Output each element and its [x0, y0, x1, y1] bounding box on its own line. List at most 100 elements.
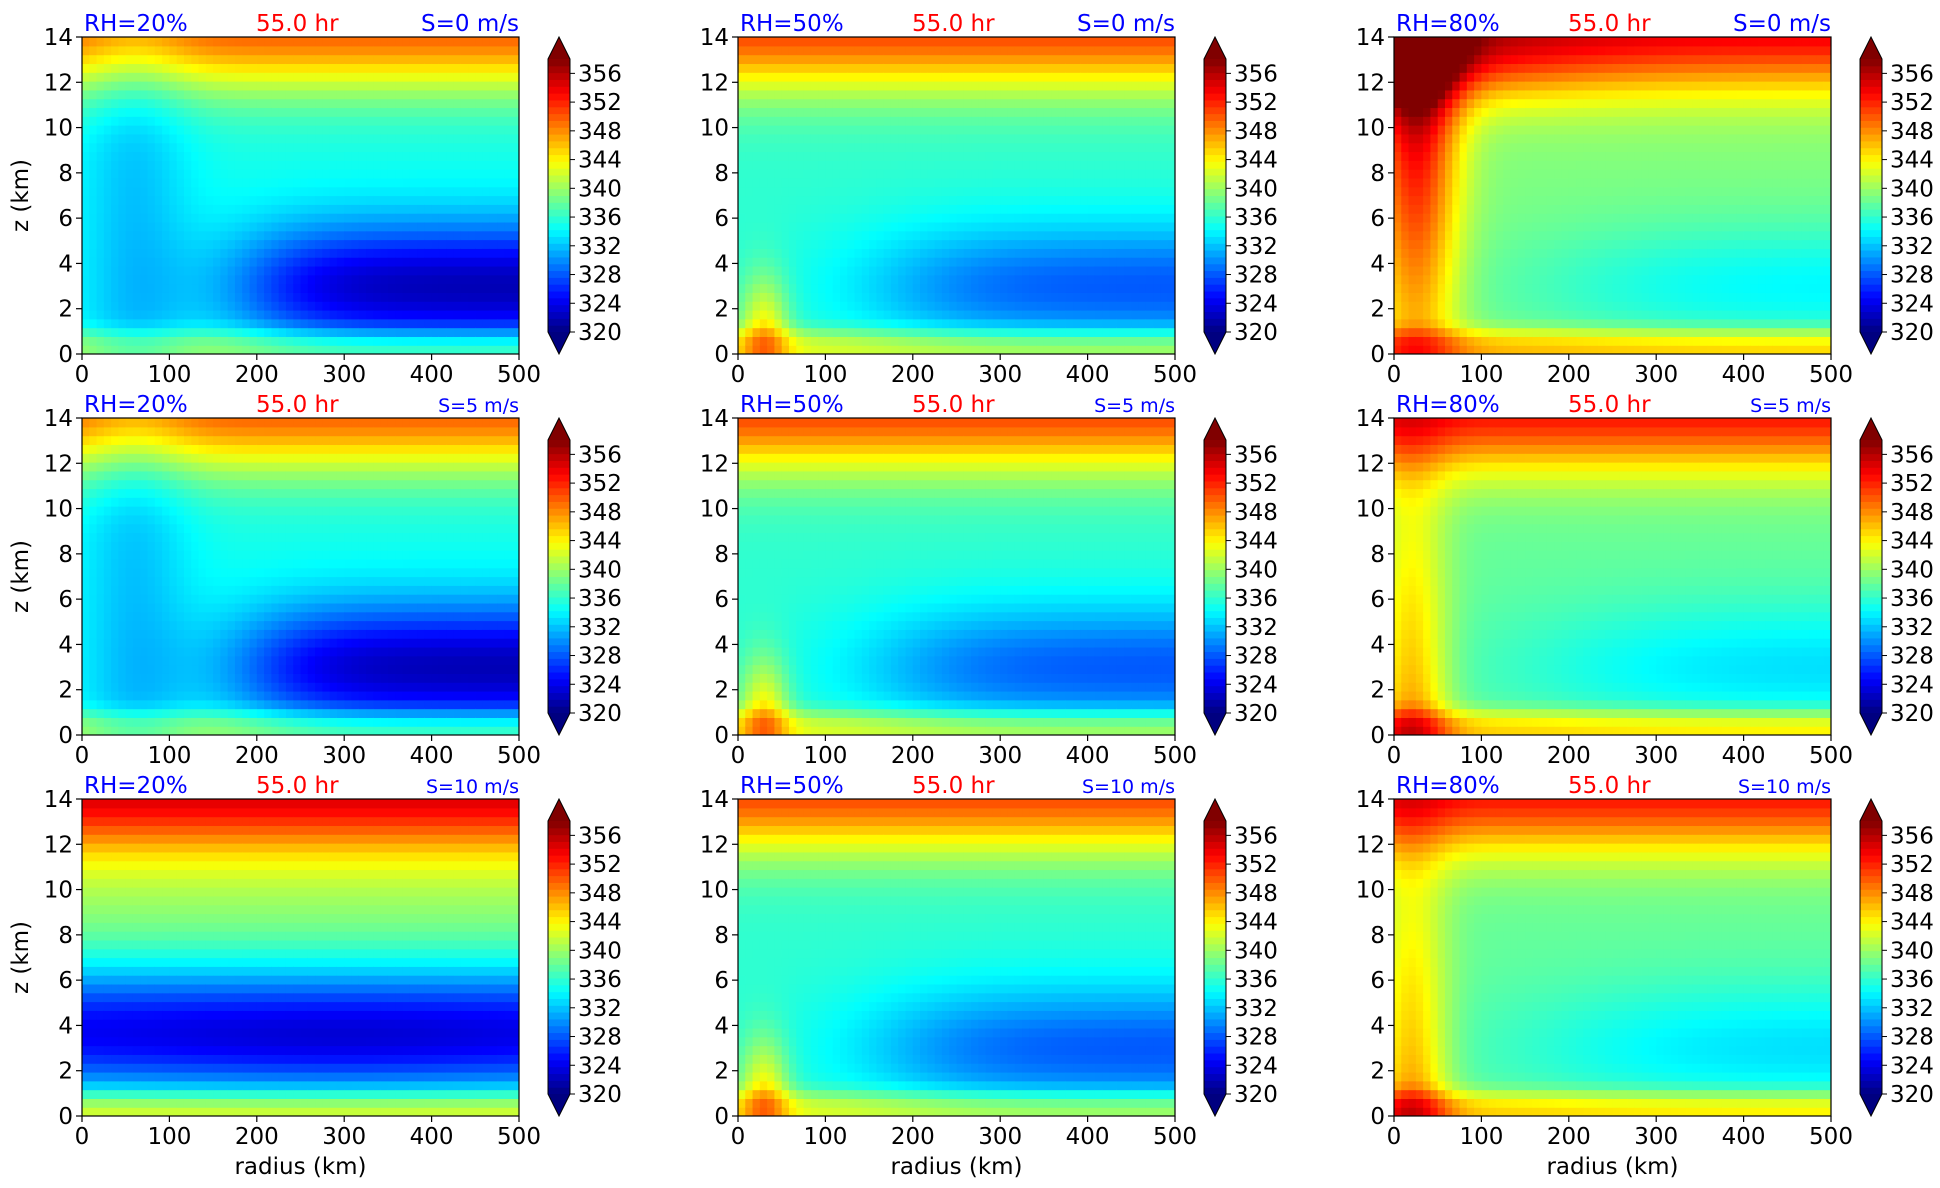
heatmap-cell: [941, 169, 950, 179]
heatmap-cell: [1153, 186, 1162, 197]
heatmap-cell: [198, 318, 207, 329]
heatmap-cell: [825, 318, 834, 329]
y-tick-label: 10: [44, 116, 73, 142]
heatmap-cell: [1474, 327, 1482, 337]
heatmap-cell: [1423, 177, 1432, 188]
heatmap-cell: [366, 116, 374, 126]
heatmap-cell: [1138, 169, 1147, 179]
heatmap-cell: [118, 63, 127, 73]
heatmap-cell: [985, 345, 994, 354]
heatmap-cell: [818, 107, 826, 117]
heatmap-cell: [249, 239, 258, 249]
heatmap-cell: [431, 37, 440, 47]
heatmap-cell: [1109, 230, 1118, 241]
heatmap-cell: [876, 98, 885, 109]
heatmap-cell: [912, 248, 921, 258]
heatmap-cell: [322, 345, 331, 354]
heatmap-cell: [1080, 213, 1089, 223]
heatmap-cell: [774, 309, 783, 320]
heatmap-cell: [1043, 142, 1052, 153]
heatmap-cell: [890, 177, 899, 188]
heatmap-cell: [111, 221, 120, 232]
heatmap-cell: [1131, 195, 1140, 205]
heatmap-cell: [242, 133, 251, 144]
heatmap-cell: [1153, 274, 1162, 285]
heatmap-cell: [1073, 221, 1081, 232]
heatmap-cell: [803, 98, 812, 109]
heatmap-cell: [1437, 265, 1446, 276]
heatmap-cell: [497, 283, 506, 293]
heatmap-cell: [745, 151, 754, 161]
heatmap-cell: [358, 257, 367, 267]
heatmap-cell: [351, 160, 360, 170]
heatmap-cell: [293, 89, 302, 100]
heatmap-cell: [183, 177, 192, 188]
heatmap-cell: [111, 292, 120, 302]
heatmap-cell: [162, 230, 170, 241]
heatmap-cell: [1430, 151, 1439, 161]
heatmap-cell: [963, 142, 972, 153]
heatmap-cell: [898, 221, 907, 232]
heatmap-cell: [329, 213, 338, 223]
heatmap-cell: [1102, 125, 1111, 135]
heatmap-cell: [264, 142, 272, 153]
heatmap-cell: [1058, 230, 1067, 241]
heatmap-cell: [402, 239, 411, 249]
heatmap-cell: [220, 89, 229, 100]
heatmap-cell: [482, 318, 491, 329]
heatmap-cell: [183, 133, 192, 144]
heatmap-cell: [1131, 345, 1140, 354]
heatmap-cell: [154, 301, 163, 311]
heatmap-cell: [1109, 283, 1118, 293]
heatmap-cell: [752, 327, 761, 337]
heatmap-cell: [1452, 177, 1461, 188]
heatmap-cell: [1160, 45, 1169, 56]
heatmap-cell: [1481, 98, 1490, 109]
heatmap-cell: [140, 301, 149, 311]
heatmap-cell: [854, 142, 863, 153]
heatmap-cell: [839, 151, 848, 161]
heatmap-cell: [351, 142, 360, 153]
heatmap-cell: [854, 72, 863, 82]
heatmap-cell: [424, 45, 433, 56]
heatmap-cell: [956, 133, 965, 144]
heatmap-cell: [482, 292, 491, 302]
heatmap-cell: [1007, 230, 1016, 241]
heatmap-cell: [1051, 81, 1060, 91]
heatmap-cell: [1065, 292, 1074, 302]
heatmap-cell: [256, 248, 265, 258]
heatmap-cell: [482, 54, 491, 65]
heatmap-cell: [147, 151, 156, 161]
heatmap-cell: [103, 37, 112, 47]
heatmap-cell: [307, 301, 316, 311]
heatmap-cell: [759, 301, 768, 311]
heatmap-cell: [271, 213, 280, 223]
heatmap-cell: [1109, 265, 1118, 276]
heatmap-cell: [927, 37, 936, 47]
heatmap-cell: [373, 133, 382, 144]
heatmap-cell: [810, 309, 819, 320]
heatmap-cell: [147, 327, 156, 337]
heatmap-cell: [905, 230, 914, 241]
heatmap-cell: [1065, 37, 1074, 47]
heatmap-cell: [796, 318, 805, 329]
heatmap-cell: [373, 125, 382, 135]
heatmap-cell: [234, 318, 243, 329]
heatmap-cell: [300, 63, 309, 73]
heatmap-cell: [285, 107, 294, 117]
heatmap-cell: [387, 336, 396, 346]
heatmap-cell: [1444, 309, 1453, 320]
heatmap-cell: [1138, 327, 1147, 337]
heatmap-cell: [1022, 195, 1030, 205]
heatmap-cell: [1007, 98, 1016, 109]
heatmap-cell: [482, 98, 491, 109]
heatmap-cell: [1437, 107, 1446, 117]
heatmap-cell: [468, 116, 476, 126]
heatmap-cell: [453, 274, 462, 285]
heatmap-cell: [96, 81, 105, 91]
heatmap-cell: [825, 345, 834, 354]
heatmap-cell: [511, 63, 519, 73]
heatmap-cell: [132, 336, 141, 346]
heatmap-cell: [992, 54, 1001, 65]
heatmap-cell: [285, 169, 294, 179]
